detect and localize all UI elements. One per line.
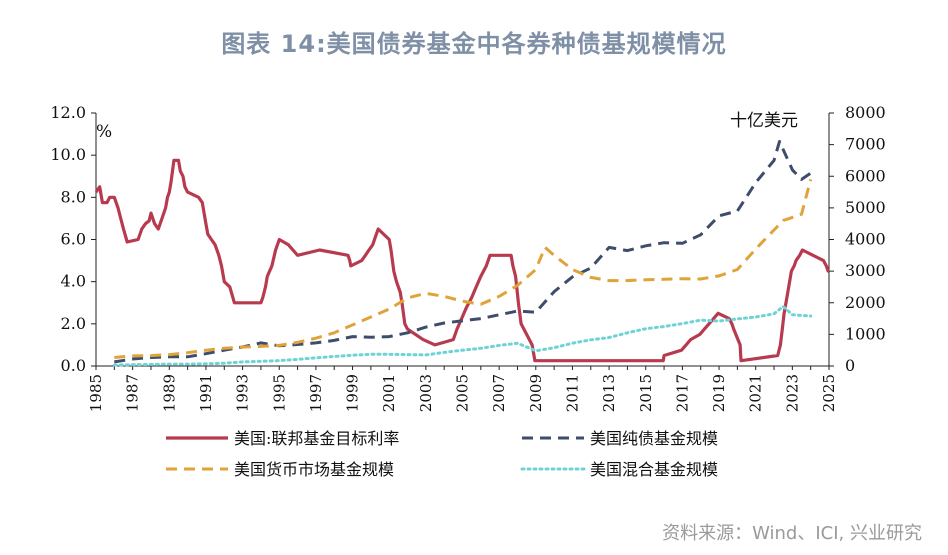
right-tick-label: 6000 [845,166,886,185]
series-line-money-market-fund-size [114,179,813,359]
legend-label-hybrid-fund-size: 美国混合基金规模 [590,460,718,479]
chart-title: 图表 14:美国债券基金中各券种债基规模情况 [221,30,727,58]
left-tick-label: 4.0 [61,272,86,291]
right-tick-label: 4000 [845,230,886,249]
x-tick-label: 2009 [527,374,545,412]
x-tick-label: 2001 [380,374,398,412]
right-tick-label: 8000 [845,103,886,122]
x-tick-label: 2011 [563,374,581,412]
left-tick-label: 12.0 [50,103,86,122]
x-tick-label: 1995 [270,374,288,412]
left-tick-label: 8.0 [61,187,86,206]
axes: 0.0 2.0 4.0 6.0 8.0 10.0 12.0 0 1000 2000 3000 4000… [50,103,885,412]
x-tick-label: 2021 [747,374,765,412]
series-line-bond-fund-size [114,140,812,364]
right-tick-label: 7000 [845,135,886,154]
right-tick-label: 1000 [845,324,886,343]
left-axis-unit: % [96,122,112,142]
right-tick-label: 0 [845,356,855,375]
x-tick-label: 2013 [600,374,618,412]
series-line-hybrid-fund-size [112,305,813,367]
legend-label-bond-fund-size: 美国纯债基金规模 [590,429,718,448]
left-tick-label: 0.0 [61,356,86,375]
x-tick-label: 2005 [454,374,472,412]
x-tick-label: 1997 [307,374,325,412]
left-tick-label: 10.0 [50,145,86,164]
series-layer [94,140,830,367]
right-tick-label: 5000 [845,198,886,217]
right-tick-label: 3000 [845,261,886,280]
x-tick-label: 1999 [344,374,362,412]
source-note: 资料来源：Wind、ICI, 兴业研究 [662,523,922,544]
x-tick-label: 2023 [783,374,801,412]
x-tick-label: 1991 [197,374,215,412]
x-tick-label: 2007 [490,374,508,412]
x-tick-label: 1993 [234,374,252,412]
x-tick-label: 1989 [160,374,178,412]
right-tick-label: 2000 [845,293,886,312]
x-tick-label: 1987 [124,374,142,412]
x-tick-label: 2017 [673,374,691,412]
x-tick-label: 2025 [820,374,838,412]
legend-label-money-market-fund-size: 美国货币市场基金规模 [234,460,394,479]
legend-label-fed-funds-rate: 美国:联邦基金目标利率 [234,429,399,448]
x-tick-label: 2015 [637,374,655,412]
x-tick-label: 2003 [417,374,435,412]
x-tick-label: 2019 [710,374,728,412]
x-tick-label: 1985 [87,374,105,412]
right-axis-unit: 十亿美元 [730,111,798,131]
left-tick-label: 2.0 [61,314,86,333]
series-line-fed-funds-rate [94,158,830,363]
left-tick-label: 6.0 [61,230,86,249]
